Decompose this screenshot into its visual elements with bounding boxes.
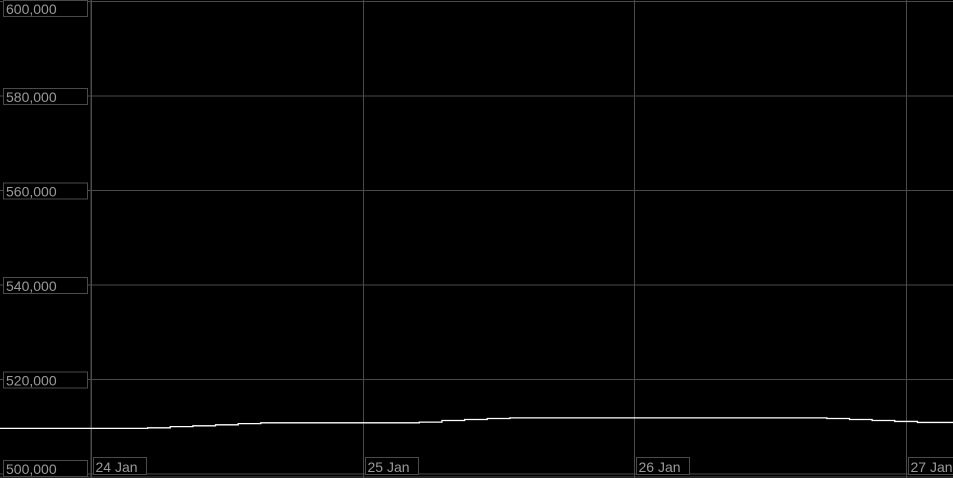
y-tick-label: 580,000 <box>6 89 57 105</box>
y-tick-label: 560,000 <box>6 184 57 200</box>
y-tick-label: 520,000 <box>6 373 57 389</box>
y-tick-label-box <box>3 460 88 477</box>
y-tick-label-box <box>3 371 88 389</box>
x-tick-label-box <box>365 457 419 475</box>
y-tick-label: 540,000 <box>6 278 57 294</box>
x-tick-label-box <box>636 457 690 475</box>
x-tick-label-box <box>93 457 147 475</box>
y-tick-label-box <box>3 277 88 294</box>
x-tick-label: 27 Jan <box>911 459 953 475</box>
y-tick-label: 600,000 <box>6 1 57 17</box>
x-tick-label: 25 Jan <box>368 459 410 475</box>
y-tick-label-box <box>3 182 88 200</box>
y-tick-label-box <box>3 88 88 105</box>
x-tick-label: 24 Jan <box>96 459 138 475</box>
x-tick-label: 26 Jan <box>639 459 681 475</box>
y-tick-label-box <box>3 0 88 17</box>
y-tick-label: 500,000 <box>6 461 57 477</box>
series-line <box>0 417 953 430</box>
x-tick-label-box <box>908 457 953 475</box>
